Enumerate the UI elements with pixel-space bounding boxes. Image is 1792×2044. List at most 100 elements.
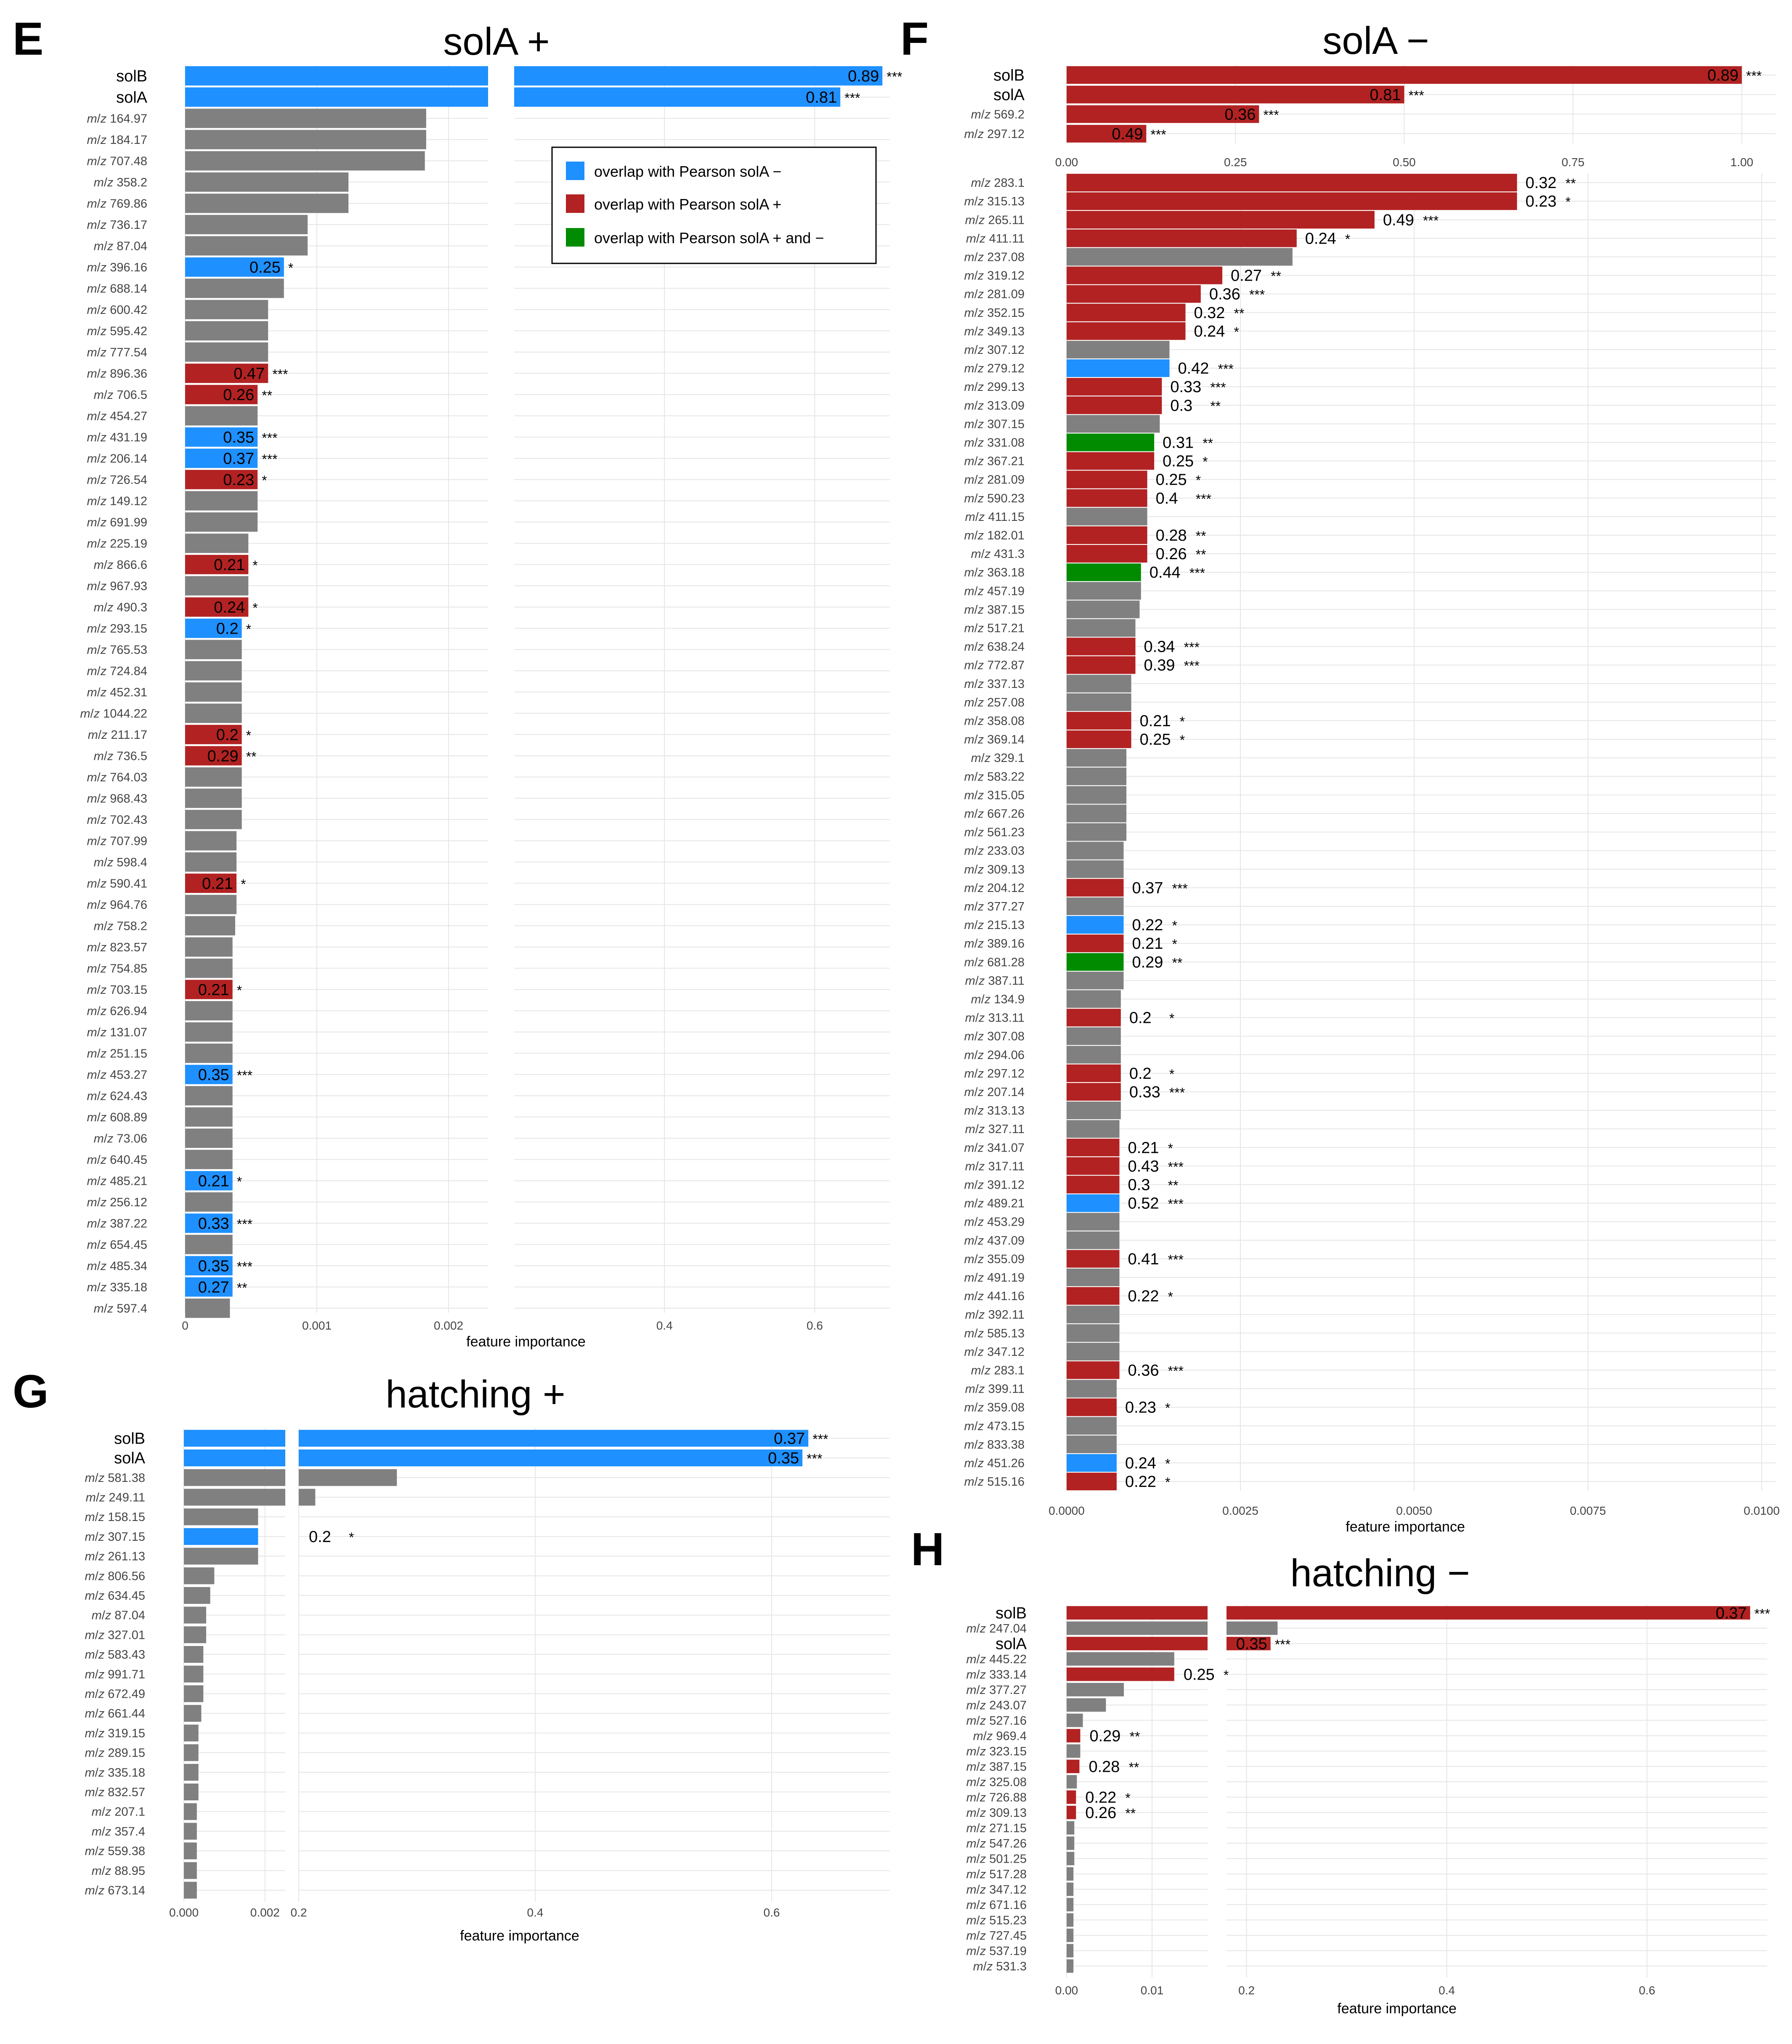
y-label-e-m-z-184-17: m/z 184.17 — [87, 133, 148, 147]
bar-e-m-z-1044-22 — [185, 703, 242, 723]
bar-h-m-z-247-04 — [1067, 1621, 1208, 1635]
x-tick-h-0-01: 0.01 — [1141, 1984, 1164, 1997]
data-label-h-sola: 0.35 — [1236, 1635, 1267, 1653]
panel-title-e: solA + — [443, 20, 550, 63]
y-label-f-m-z-134-9: m/z 134.9 — [971, 993, 1025, 1006]
bar-g-m-z-583-43 — [184, 1646, 204, 1663]
y-label-e-m-z-626-94: m/z 626.94 — [87, 1004, 148, 1018]
bar-e-m-z-823-57 — [185, 937, 233, 957]
bar-f-m-z-319-12-5 — [1067, 266, 1223, 284]
panel-e: E solA + solB 0.89 ***solA 0.81 ***m/z 164.9… — [13, 13, 902, 1350]
data-label-g-sola: 0.35 — [768, 1449, 799, 1467]
y-label-f-m-z-215-13: m/z 215.13 — [964, 918, 1025, 932]
y-label-f-m-z-347-12: m/z 347.12 — [964, 1345, 1025, 1359]
y-label-e-m-z-256-12: m/z 256.12 — [87, 1196, 148, 1209]
y-label-g-m-z-991-71: m/z 991.71 — [85, 1668, 146, 1681]
data-label-f-m-z-359-08: 0.23 — [1125, 1399, 1156, 1417]
data-label-e-sola: 0.81 — [806, 89, 837, 106]
data-label-f-m-z-265-11: 0.49 — [1383, 211, 1414, 229]
bar-e-m-z-764-03 — [185, 767, 242, 787]
bar-h-m-z-501-25 — [1067, 1852, 1075, 1866]
data-label-f-m-z-297-12: 0.2 — [1129, 1065, 1152, 1083]
y-label-e-sola: solA — [116, 89, 148, 106]
bar-h-m-z-726-88 — [1067, 1790, 1076, 1804]
x-tick-e-0-4: 0.4 — [656, 1319, 673, 1332]
legend-swatch-red — [566, 194, 584, 213]
bar-e-m-z-595-42 — [185, 321, 268, 341]
data-label-f-m-z-331-08: 0.31 — [1163, 434, 1194, 451]
bar-f-m-z-358-08-29 — [1067, 711, 1131, 730]
y-label-e-m-z-736-5: m/z 736.5 — [94, 749, 147, 763]
y-label-h-m-z-243-07: m/z 243.07 — [966, 1699, 1027, 1712]
y-label-e-m-z-87-04: m/z 87.04 — [94, 239, 147, 253]
data-label-f-m-z-431-3: 0.26 — [1156, 545, 1187, 563]
bar-f-m-z-204-12-38 — [1067, 879, 1124, 897]
y-label-e-m-z-967-93: m/z 967.93 — [87, 579, 148, 593]
y-label-g-sola: solA — [114, 1449, 146, 1467]
y-label-f-m-z-265-11: m/z 265.11 — [965, 213, 1025, 227]
x-ticks-h: 0.00 0.01 0.2 0.4 0.6 — [1055, 1984, 1655, 1997]
significance-f-m-z-283-1: *** — [1168, 1363, 1184, 1378]
bar-g-m-z-581-38-cont — [299, 1469, 397, 1486]
bar-g-m-z-661-44 — [184, 1705, 202, 1722]
bar-f-m-z-359-08-66 — [1067, 1398, 1117, 1416]
data-label-f-m-z-367-21: 0.25 — [1163, 453, 1194, 470]
significance-f-m-z-317-11: *** — [1168, 1159, 1184, 1174]
bar-g-m-z-158-15 — [184, 1508, 258, 1526]
bar-e-m-z-702-43 — [185, 810, 242, 829]
significance-f-m-z-281-09: * — [1196, 473, 1201, 488]
panel-title-h: hatching − — [1290, 1552, 1470, 1595]
bar-e-m-z-640-45 — [185, 1149, 233, 1169]
data-label-f-m-z-281-09: 0.25 — [1156, 471, 1187, 489]
y-label-f-m-z-453-29: m/z 453.29 — [964, 1216, 1025, 1229]
data-label-e-m-z-590-41: 0.21 — [202, 875, 233, 892]
y-label-e-m-z-206-14: m/z 206.14 — [87, 452, 148, 465]
data-label-h-m-z-387-15: 0.28 — [1088, 1758, 1120, 1776]
bar-h-m-z-323-15 — [1067, 1744, 1081, 1758]
bar-e-m-z-454-27 — [185, 406, 258, 426]
significance-f-m-z-265-11: *** — [1423, 213, 1439, 228]
y-label-e-m-z-896-36: m/z 896.36 — [87, 367, 148, 380]
bar-e-m-z-206-14 — [185, 449, 258, 468]
data-label-e-m-z-896-36: 0.47 — [234, 365, 265, 382]
bar-f-m-z-473-15-67 — [1067, 1417, 1117, 1435]
y-label-h-m-z-387-15: m/z 387.15 — [966, 1760, 1027, 1773]
bar-g-m-z-307-15 — [184, 1528, 258, 1545]
y-label-e-m-z-600-42: m/z 600.42 — [87, 303, 148, 317]
bar-h-m-z-537-19 — [1067, 1944, 1074, 1958]
bar-f-m-z-389-16-41 — [1067, 934, 1124, 953]
data-label-f-m-z-638-24: 0.34 — [1144, 638, 1175, 656]
bar-h-m-z-309-13 — [1067, 1805, 1076, 1819]
bar-e-m-z-707-48 — [185, 151, 425, 171]
bar-e-m-z-654-45 — [185, 1234, 233, 1254]
bar-f-m-z-294-06-47 — [1067, 1046, 1121, 1064]
y-label-e-m-z-706-5: m/z 706.5 — [94, 388, 147, 402]
bar-e-m-z-754-85 — [185, 958, 233, 978]
bar-e-sola-cont — [514, 87, 841, 107]
bar-e-m-z-149-12 — [185, 491, 258, 511]
data-label-f-m-z-363-18: 0.44 — [1150, 564, 1181, 581]
y-label-e-m-z-453-27: m/z 453.27 — [87, 1068, 148, 1082]
x-tick-e-0: 0 — [182, 1319, 188, 1332]
data-label-f-m-z-441-16: 0.22 — [1128, 1287, 1159, 1305]
y-label-h-sola: solA — [996, 1635, 1027, 1653]
bar-f-m-z-377-27-39 — [1067, 897, 1124, 915]
bar-g-m-z-249-11 — [184, 1489, 285, 1506]
data-label-e-m-z-490-3: 0.24 — [214, 599, 245, 616]
x-tick-e-0-002: 0.002 — [434, 1319, 463, 1332]
bar-g-m-z-327-01 — [184, 1626, 207, 1643]
data-label-f-m-z-451-26: 0.24 — [1125, 1455, 1156, 1472]
y-label-e-m-z-823-57: m/z 823.57 — [87, 941, 148, 954]
significance-f-m-z-299-13: *** — [1210, 380, 1226, 395]
bar-f-m-z-315-05-33 — [1067, 786, 1127, 804]
bar-e-m-z-490-3 — [185, 597, 249, 617]
data-label-f-m-z-204-12: 0.37 — [1132, 879, 1163, 897]
x-tick-f-bottom-0-0025: 0.0025 — [1222, 1504, 1258, 1517]
bar-e-m-z-452-31 — [185, 682, 242, 702]
y-label-f-m-z-833-38: m/z 833.38 — [964, 1438, 1025, 1452]
y-label-g-m-z-88-95: m/z 88.95 — [92, 1864, 145, 1878]
significance-e-m-z-896-36: *** — [272, 366, 288, 382]
significance-f-m-z-515-16: * — [1165, 1475, 1170, 1490]
data-label-f-m-z-283-1: 0.32 — [1525, 174, 1556, 192]
significance-f-m-z-638-24: *** — [1184, 640, 1200, 655]
